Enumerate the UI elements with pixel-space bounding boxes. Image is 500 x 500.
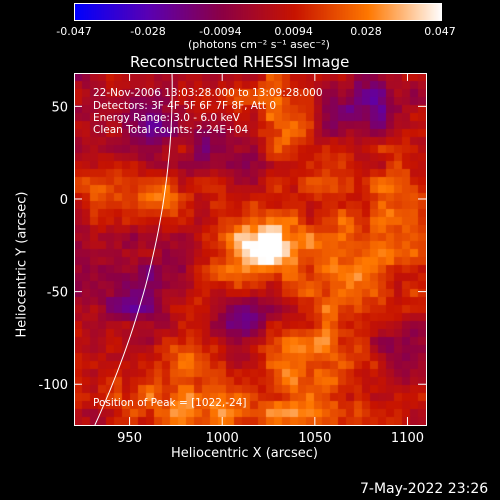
y-axis-label: Heliocentric Y (arcsec) (14, 191, 30, 338)
colorbar-frame (74, 3, 442, 21)
y-tick-label: 0 (60, 193, 68, 208)
annotation-clean-counts: Clean Total counts: 2.24E+04 (93, 124, 249, 136)
solar-limb-curve (94, 72, 173, 426)
x-tick-label: 1050 (298, 431, 331, 446)
annotation-time-range: 22-Nov-2006 13:03:28.000 to 13:09:28.000 (93, 87, 323, 99)
x-tick-label: 1100 (391, 431, 424, 446)
x-tick-label: 1000 (206, 431, 239, 446)
y-tick-label: -50 (47, 286, 68, 301)
y-axis-ticks: 50 0 -50 -100 (38, 100, 426, 393)
x-tick-label: 950 (117, 431, 142, 446)
colorbar-tick-label: -0.028 (130, 25, 166, 38)
colorbar-gradient (74, 3, 442, 21)
y-tick-label: 50 (51, 100, 68, 115)
colorbar-unit-label: (photons cm⁻² s⁻¹ asec⁻²) (188, 38, 330, 51)
y-tick-label: -100 (38, 378, 68, 393)
chart-title: Reconstructed RHESSI Image (130, 53, 350, 71)
colorbar-tick-label: 0.0094 (274, 25, 313, 38)
footer-date: 7-May-2022 23:26 (360, 481, 489, 497)
colorbar (74, 3, 442, 21)
colorbar-tick-label: -0.047 (56, 25, 92, 38)
plot-frame (74, 73, 427, 426)
colorbar-tick-label: 0.028 (350, 25, 382, 38)
heatmap-image (74, 73, 426, 425)
annotation-detectors: Detectors: 3F 4F 5F 6F 7F 8F, Att 0 (93, 100, 277, 112)
x-axis-ticks: 950 1000 1050 1100 (117, 73, 424, 446)
annotation-energy-range: Energy Range: 3.0 - 6.0 keV (93, 112, 240, 124)
peak-position-label: Position of Peak = [1022,-24] (93, 397, 247, 409)
x-axis-label: Heliocentric X (arcsec) (171, 446, 318, 461)
colorbar-tick-label: -0.0094 (199, 25, 242, 38)
colorbar-tick-label: 0.047 (424, 25, 456, 38)
